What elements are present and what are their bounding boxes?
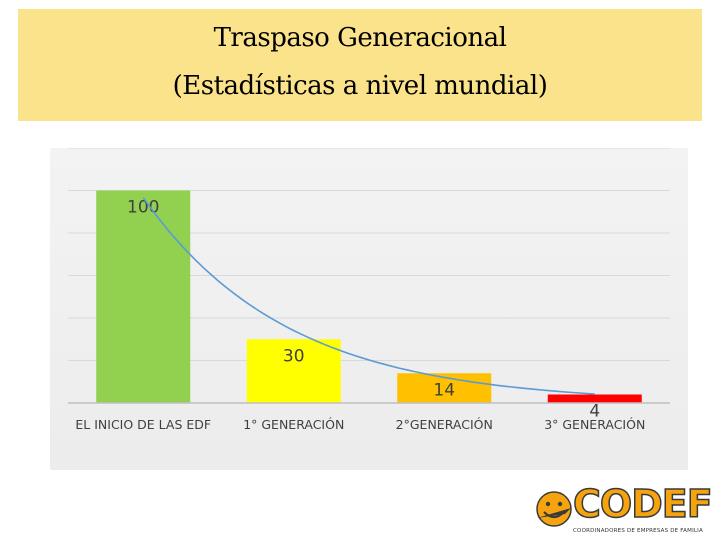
category-label: 2°GENERACIÓN [396, 417, 493, 432]
bar [246, 339, 341, 403]
category-label: EL INICIO DE LAS EDF [75, 417, 211, 432]
data-label: 30 [283, 346, 305, 366]
data-label: 14 [433, 380, 455, 400]
category-label: 3° GENERACIÓN [544, 417, 645, 432]
category-label: 1° GENERACIÓN [243, 417, 344, 432]
chart-panel: 100 EL INICIO DE LAS EDF 30 1° GENERACIÓN 14… [50, 148, 688, 470]
bar [547, 394, 642, 403]
bar-chart: 100 EL INICIO DE LAS EDF 30 1° GENERACIÓN 14… [68, 148, 670, 432]
logo-tagline: COORDINADORES DE EMPRESAS DE FAMILIA [573, 528, 703, 534]
trendline [142, 197, 595, 395]
slide-title: Traspaso Generacional [213, 23, 507, 53]
logo-wordmark: CODEF [572, 481, 713, 527]
bar [96, 190, 191, 403]
data-label: 100 [127, 198, 159, 218]
smiley-plane-logo-icon [536, 491, 572, 527]
title-banner: Traspaso Generacional (Estadísticas a ni… [18, 9, 702, 121]
slide-subtitle: (Estadísticas a nivel mundial) [172, 71, 548, 101]
data-label: 4 [589, 402, 600, 422]
codef-logo: CODEF COORDINADORES DE EMPRESAS DE FAMIL… [533, 481, 713, 540]
bar [397, 373, 492, 403]
